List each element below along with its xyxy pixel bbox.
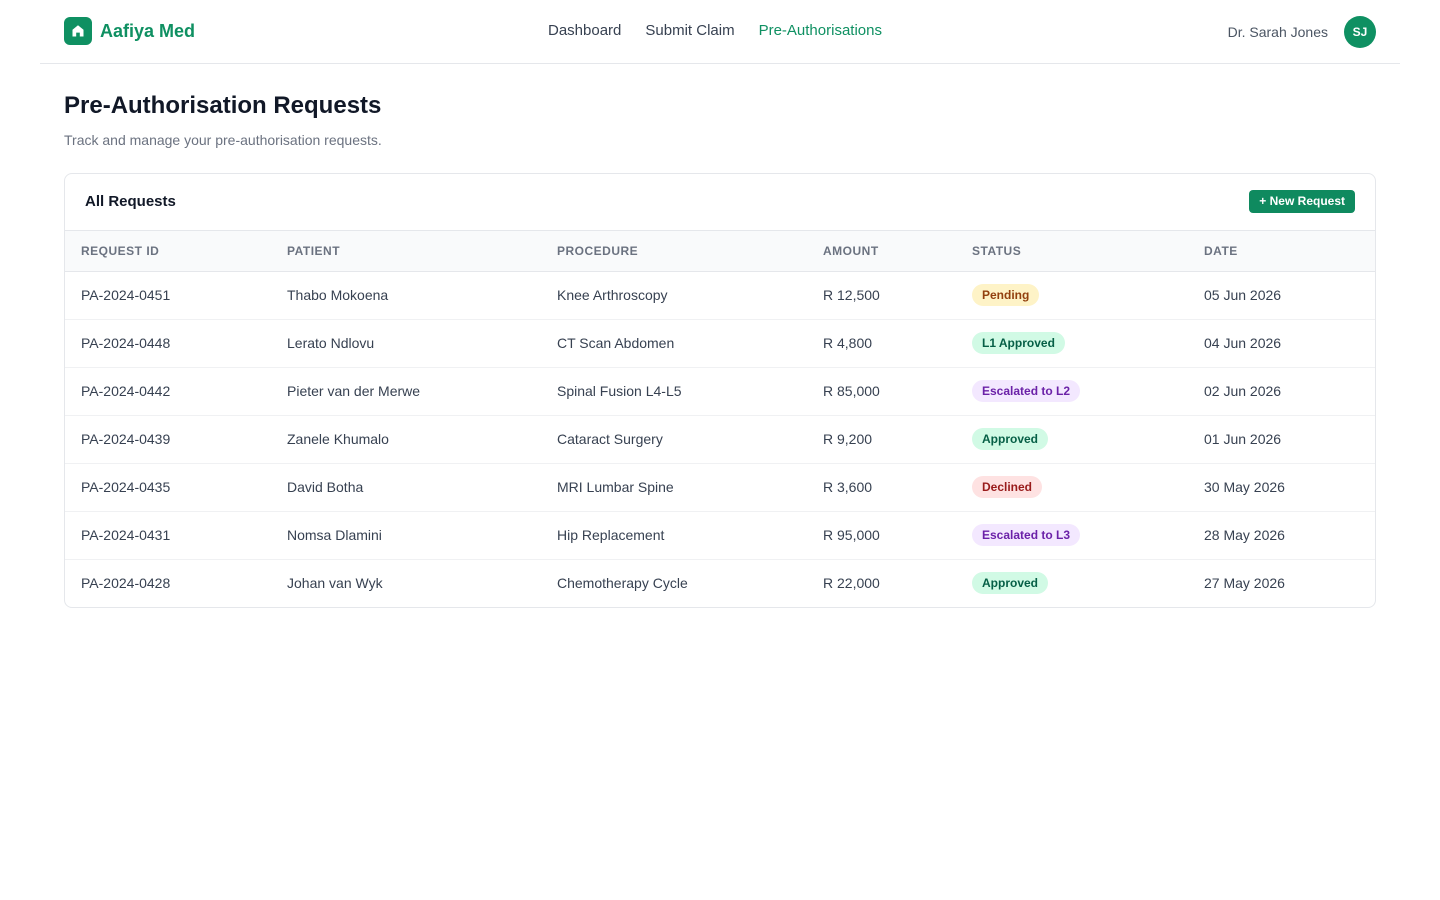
patient-name: Pieter van der Merwe (287, 383, 421, 399)
request-id: PA-2024-0435 (81, 479, 171, 495)
status-badge: Escalated to L2 (972, 380, 1081, 402)
procedure: Cataract Surgery (557, 431, 663, 447)
request-date: 02 Jun 2026 (1204, 383, 1282, 399)
patient-name: Lerato Ndlovu (287, 335, 375, 351)
table-row[interactable]: PA-2024-0435 David Botha MRI Lumbar Spin… (65, 463, 1375, 511)
status-badge: Approved (972, 428, 1049, 450)
status-cell: Pending (956, 271, 1188, 319)
patient-name: Zanele Khumalo (287, 431, 389, 447)
request-date: 30 May 2026 (1204, 479, 1285, 495)
page-subtitle: Track and manage your pre-authorisation … (64, 132, 382, 148)
amount: R 3,600 (823, 479, 873, 495)
status-badge: Declined (972, 476, 1043, 498)
request-date: 01 Jun 2026 (1204, 431, 1282, 447)
status-badge: L1 Approved (972, 332, 1065, 354)
procedure: Chemotherapy Cycle (557, 575, 688, 592)
status-cell: Approved (956, 415, 1188, 463)
user-name: Dr. Sarah Jones (1227, 24, 1328, 40)
status-badge: Approved (972, 572, 1049, 595)
column-header-request-id[interactable]: Request ID (81, 243, 160, 258)
status-cell: Approved (956, 559, 1188, 607)
table-row[interactable]: PA-2024-0428 Johan van Wyk Chemotherapy … (65, 559, 1375, 607)
nav-dashboard[interactable]: Dashboard (548, 22, 622, 39)
amount: R 4,800 (823, 335, 873, 351)
home-icon (64, 17, 92, 45)
brand-name: Aafiya Med (100, 20, 196, 41)
request-id: PA-2024-0448 (81, 335, 171, 351)
amount: R 85,000 (823, 383, 880, 399)
main-nav: Dashboard Submit Claim Pre-Authorisation… (548, 22, 906, 40)
request-date: 05 Jun 2026 (1204, 287, 1282, 303)
procedure: MRI Lumbar Spine (557, 479, 674, 495)
procedure: CT Scan Abdomen (557, 335, 675, 351)
amount: R 12,500 (823, 287, 880, 303)
brand[interactable]: Aafiya Med (64, 17, 195, 45)
requests-card: All Requests + New Request Request ID Pa… (64, 173, 1376, 608)
amount: R 95,000 (823, 527, 880, 543)
table-row[interactable]: PA-2024-0442 Pieter van der Merwe Spinal… (65, 367, 1375, 415)
nav-submit-claim[interactable]: Submit Claim (645, 22, 735, 39)
status-cell: Escalated to L2 (956, 367, 1188, 415)
requests-table: Request ID Patient Procedure Amount Stat… (65, 231, 1375, 607)
patient-name: Nomsa Dlamini (287, 527, 382, 543)
column-header-procedure[interactable]: Procedure (557, 243, 639, 258)
request-id: PA-2024-0442 (81, 383, 171, 399)
patient-name: Johan van Wyk (287, 575, 383, 592)
table-row[interactable]: PA-2024-0448 Lerato Ndlovu CT Scan Abdom… (65, 319, 1375, 367)
request-id: PA-2024-0431 (81, 527, 171, 543)
status-badge: Pending (972, 284, 1040, 306)
request-id: PA-2024-0451 (81, 287, 171, 303)
status-cell: Declined (956, 463, 1188, 511)
procedure: Spinal Fusion L4-L5 (557, 383, 682, 399)
request-id: PA-2024-0439 (81, 431, 171, 447)
column-header-status[interactable]: Status (972, 243, 1022, 258)
column-header-patient[interactable]: Patient (287, 243, 341, 258)
table-header-row: Request ID Patient Procedure Amount Stat… (65, 231, 1375, 271)
new-request-button[interactable]: + New Request (1249, 190, 1355, 213)
procedure: Knee Arthroscopy (557, 287, 668, 303)
table-row[interactable]: PA-2024-0451 Thabo Mokoena Knee Arthrosc… (65, 271, 1375, 319)
card-title: All Requests (85, 193, 176, 210)
amount: R 22,000 (823, 575, 880, 592)
table-row[interactable]: PA-2024-0439 Zanele Khumalo Cataract Sur… (65, 415, 1375, 463)
nav-pre-authorisations[interactable]: Pre-Authorisations (758, 22, 882, 39)
card-header: All Requests + New Request (65, 174, 1375, 231)
status-cell: Escalated to L3 (956, 511, 1188, 559)
patient-name: Thabo Mokoena (287, 287, 389, 303)
request-date: 28 May 2026 (1204, 527, 1285, 543)
user-menu[interactable]: Dr. Sarah Jones SJ (1228, 16, 1376, 48)
top-navbar: Aafiya Med Dashboard Submit Claim Pre-Au… (40, 0, 1400, 64)
page-title: Pre-Authorisation Requests (64, 92, 382, 119)
table-row[interactable]: PA-2024-0431 Nomsa Dlamini Hip Replaceme… (65, 511, 1375, 559)
avatar[interactable]: SJ (1344, 16, 1376, 48)
patient-name: David Botha (287, 479, 364, 495)
amount: R 9,200 (823, 431, 873, 447)
status-cell: L1 Approved (956, 319, 1188, 367)
request-date: 27 May 2026 (1204, 575, 1285, 592)
status-badge: Escalated to L3 (972, 524, 1081, 546)
request-id: PA-2024-0428 (81, 575, 171, 592)
request-date: 04 Jun 2026 (1204, 335, 1282, 351)
column-header-amount[interactable]: Amount (823, 243, 879, 258)
procedure: Hip Replacement (557, 527, 665, 543)
column-header-date[interactable]: Date (1204, 243, 1238, 258)
